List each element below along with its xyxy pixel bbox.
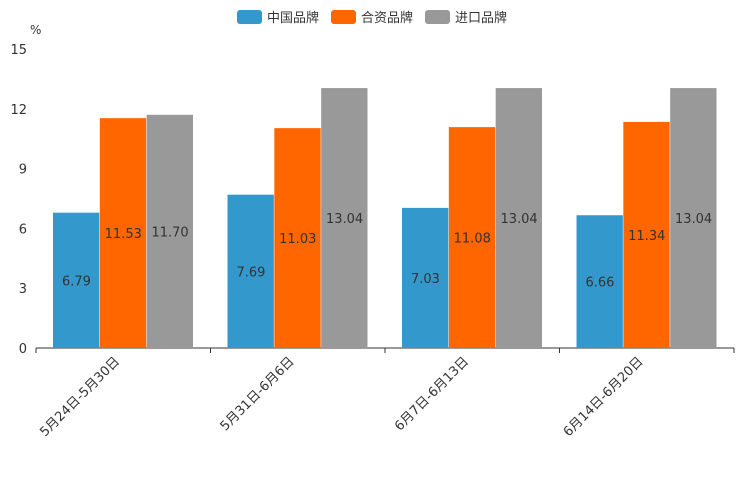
- bar[interactable]: [274, 128, 321, 348]
- bar[interactable]: [402, 207, 449, 348]
- y-tick-label: 9: [19, 163, 27, 178]
- x-tick-label: 6月7日-6月13日: [392, 354, 472, 434]
- data-label: 13.04: [675, 212, 712, 227]
- data-label: 11.08: [454, 232, 491, 247]
- bar[interactable]: [448, 127, 496, 348]
- data-label: 7.03: [411, 272, 440, 287]
- bar[interactable]: [321, 88, 368, 348]
- x-tick-label: 5月24日-5月30日: [37, 354, 123, 440]
- legend-label-china: 中国品牌: [266, 11, 319, 26]
- legend-label-joint-venture: 合资品牌: [360, 11, 413, 26]
- bar[interactable]: [495, 88, 542, 348]
- y-axis-unit-label: %: [30, 23, 41, 37]
- bar[interactable]: [146, 114, 193, 348]
- data-label: 11.70: [151, 225, 188, 240]
- bar[interactable]: [53, 212, 100, 348]
- data-label: 6.66: [585, 276, 614, 291]
- x-tick-label: 5月31日-6月6日: [218, 354, 298, 434]
- data-label: 11.53: [105, 227, 142, 242]
- data-label: 6.79: [62, 274, 91, 289]
- legend-swatch-china: [236, 9, 262, 24]
- data-label: 11.03: [279, 232, 316, 247]
- x-tick-label: 6月14日-6月20日: [561, 354, 647, 440]
- bar[interactable]: [576, 215, 623, 348]
- data-label: 11.34: [628, 229, 665, 244]
- legend-item-china[interactable]: 中国品牌: [236, 7, 319, 26]
- legend-swatch-joint-venture: [330, 9, 356, 24]
- y-tick-label: 0: [19, 342, 27, 357]
- bar[interactable]: [623, 121, 670, 349]
- legend-item-joint-venture[interactable]: 合资品牌: [330, 7, 413, 26]
- bar[interactable]: [227, 194, 274, 348]
- y-tick-label: 12: [10, 103, 27, 118]
- y-tick-label: 15: [10, 43, 27, 58]
- bar[interactable]: [670, 88, 717, 348]
- legend-item-imported[interactable]: 进口品牌: [425, 7, 507, 26]
- data-label: 13.04: [500, 212, 537, 227]
- bar[interactable]: [99, 118, 147, 348]
- legend-swatch-imported: [425, 9, 450, 24]
- legend: 中国品牌 合资品牌 进口品牌: [0, 7, 744, 26]
- legend-label-imported: 进口品牌: [455, 11, 508, 26]
- data-label: 13.04: [326, 212, 363, 227]
- y-tick-label: 3: [19, 282, 27, 297]
- data-label: 7.69: [236, 265, 265, 280]
- y-tick-label: 6: [19, 222, 27, 237]
